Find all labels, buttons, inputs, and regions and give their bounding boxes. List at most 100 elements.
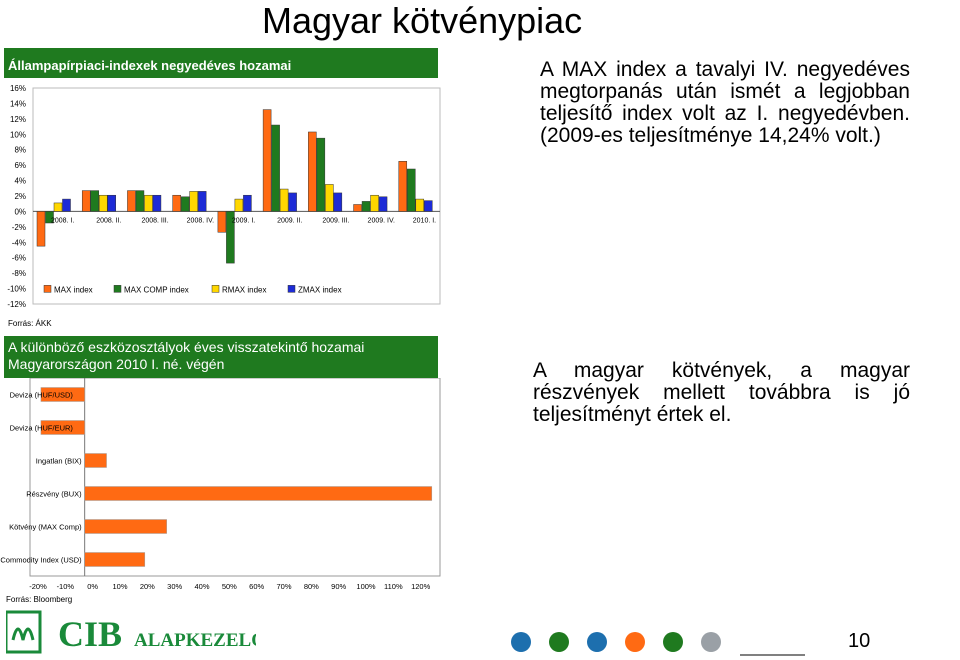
cib-logo: CIB ALAPKEZELŐ: [4, 610, 266, 655]
chart2-bar: [40, 387, 85, 402]
decorative-dot: [549, 632, 569, 652]
chart1-x-label: 2009. IV.: [368, 217, 395, 224]
chart2-x-tick: 100%: [356, 582, 376, 591]
chart2-x-tick: 80%: [304, 582, 319, 591]
chart2-x-tick: -20%: [29, 582, 47, 591]
chart1-x-label: 2009. III.: [322, 217, 349, 224]
chart1-source: Forrás: ÁKK: [8, 319, 52, 328]
svg-text:CIB: CIB: [58, 614, 122, 654]
chart1-bar: [172, 194, 181, 212]
chart1-bar: [135, 190, 145, 212]
chart1-y-tick: 0%: [14, 207, 26, 216]
chart2-category-label: Ingatlan (BIX): [36, 457, 82, 466]
chart1-legend-label: ZMAX index: [298, 285, 342, 294]
chart1-x-label: 2009. II.: [277, 217, 302, 224]
commentary-bonds-equities: A magyar kötvények, a magyar részvények …: [533, 359, 910, 426]
chart2-category-label: Deviza (HUF/EUR): [10, 424, 74, 433]
chart1-x-label: 2008. III.: [141, 217, 168, 224]
chart1-y-tick: -2%: [12, 223, 26, 232]
chart1-bar: [316, 137, 326, 212]
chart1-y-tick: 10%: [10, 130, 26, 139]
chart1-legend-label: MAX index: [54, 285, 93, 294]
chart2-source: Forrás: Bloomberg: [6, 595, 73, 604]
chart1-bar: [378, 196, 388, 212]
chart1-bar: [271, 124, 280, 212]
annual-returns-chart: -20% -10% 0% 10% 20% 30% 40% 50% 60% 70% 80% 90% 100…: [0, 378, 441, 591]
chart2-x-tick: 20%: [140, 582, 155, 591]
chart1-y-tick: -10%: [7, 285, 26, 294]
chart2-x-tick: 90%: [331, 582, 346, 591]
chart1-bar: [398, 161, 408, 212]
chart1-bar: [333, 192, 343, 212]
chart1-y-tick: -12%: [7, 300, 26, 309]
decorative-dot: [625, 632, 645, 652]
chart1-x-label: 2008. I.: [51, 217, 74, 224]
chart1-legend-label: RMAX index: [222, 285, 266, 294]
chart1-y-tick: 4%: [14, 177, 26, 186]
chart1-bar: [197, 191, 207, 212]
chart2-header: A különböző eszközosztályok éves visszat…: [4, 336, 438, 378]
chart1-bar: [180, 196, 190, 212]
chart1-bar: [415, 198, 425, 212]
quarterly-returns-chart: 16% 14% 12% 10% 8% 6% 4% 2% 0% -2% -4% -6% -8% -10% -1…: [7, 84, 441, 309]
chart2-category-label: Részvény (BUX): [26, 490, 82, 499]
chart1-bar: [90, 190, 99, 212]
chart2-x-tick: 30%: [167, 582, 182, 591]
chart1-header: Állampapírpiaci-indexek negyedéves hozam…: [4, 48, 438, 78]
chart1-legend-label: MAX COMP index: [124, 285, 189, 294]
chart1-bar: [361, 201, 371, 212]
chart1-legend-swatch: [287, 285, 296, 293]
chart1-x-label: 2009. I.: [232, 217, 255, 224]
chart1-y-tick: 16%: [10, 84, 26, 93]
chart1-bar: [325, 184, 334, 212]
page-number: 10: [848, 630, 871, 652]
chart2-x-tick: 40%: [194, 582, 209, 591]
chart1-bar: [288, 192, 297, 212]
chart1-legend-swatch: [113, 285, 122, 293]
chart1-bar: [189, 191, 198, 212]
chart1-bar: [308, 131, 317, 212]
chart1-bar: [243, 194, 252, 212]
chart1-y-tick: -8%: [12, 269, 26, 278]
chart2-bar: [84, 552, 146, 567]
chart1-bar: [353, 204, 362, 212]
chart2-bar: [40, 420, 85, 435]
chart1-x-label: 2008. II.: [96, 217, 121, 224]
decorative-dot: [663, 632, 683, 652]
chart2-x-tick: 110%: [384, 582, 403, 591]
chart2-category-label: Deviza (HUF/USD): [10, 391, 74, 400]
cib-logo-graphic: CIB ALAPKEZELŐ: [4, 610, 266, 654]
chart1-bar: [217, 211, 227, 233]
chart1-bar: [62, 198, 71, 212]
decorative-dot: [701, 632, 721, 652]
chart2-x-tick: 120%: [411, 582, 431, 591]
chart1-bar: [407, 168, 416, 212]
chart1-bar: [98, 194, 108, 212]
chart1-plot-area: [32, 87, 441, 305]
chart1-bar: [226, 211, 235, 264]
chart1-y-tick: 14%: [10, 99, 26, 108]
chart1-y-tick: 2%: [14, 192, 26, 201]
decorative-dots: [511, 632, 805, 656]
chart2-x-tick: -10%: [57, 582, 75, 591]
svg-text:ALAPKEZELŐ: ALAPKEZELŐ: [134, 629, 256, 651]
chart1-legend-swatch: [43, 285, 52, 293]
chart1-y-tick: -4%: [12, 238, 26, 247]
chart1-bar: [144, 194, 153, 212]
chart1-bar: [262, 109, 272, 212]
chart2-category-label: Kötvény (MAX Comp): [9, 523, 82, 532]
chart1-y-tick: 6%: [14, 161, 26, 170]
chart2-bar: [84, 453, 107, 468]
commentary-max-index: A MAX index a tavalyi IV. negyedéves meg…: [540, 58, 910, 147]
chart1-bar: [279, 188, 289, 212]
chart2-bar: [84, 519, 167, 534]
slide-title: Magyar kötvénypiac: [262, 0, 583, 41]
chart1-bar: [107, 194, 116, 212]
chart1-y-tick: 12%: [10, 115, 26, 124]
decorative-dot: [511, 632, 531, 652]
chart1-legend-swatch: [211, 285, 220, 293]
chart2-x-tick: 10%: [112, 582, 127, 591]
chart1-bar: [53, 202, 63, 212]
chart2-x-tick: 0%: [87, 582, 98, 591]
chart1-bar: [152, 194, 162, 212]
